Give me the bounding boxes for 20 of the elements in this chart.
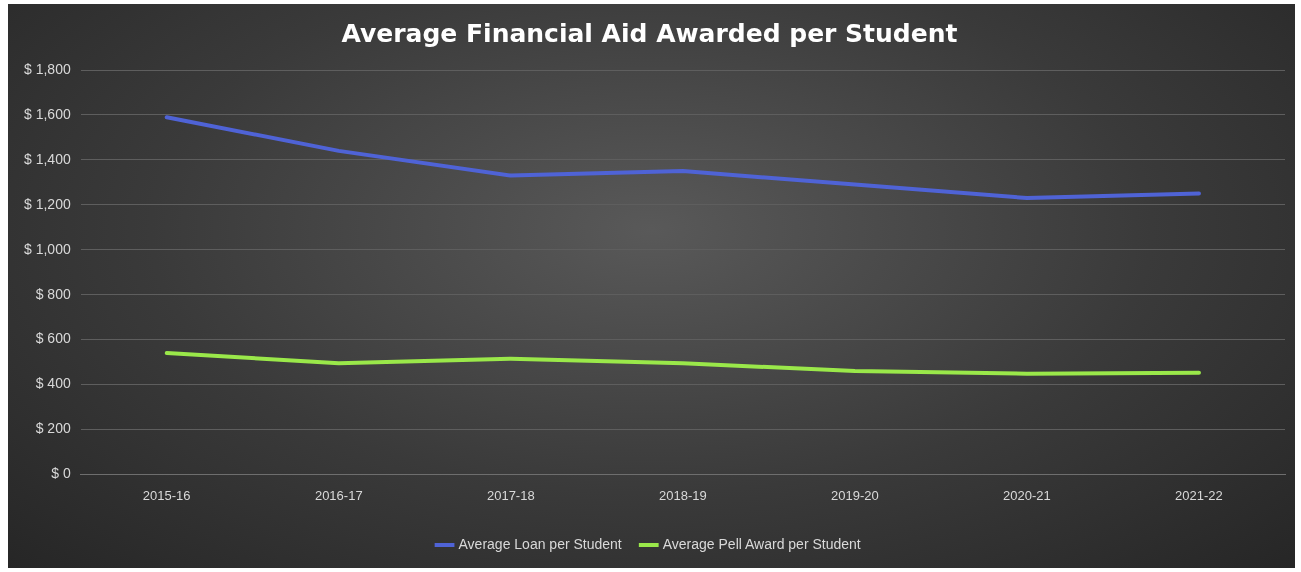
x-tick-label: 2021-22 <box>1175 487 1223 503</box>
y-tick-label: $ 800 <box>35 285 71 302</box>
y-tick-label: $ 1,000 <box>23 240 71 257</box>
legend-label: Average Loan per Student <box>458 535 622 552</box>
y-tick-label: $ 400 <box>35 375 71 392</box>
y-tick-label: $ 0 <box>51 465 71 482</box>
y-tick-label: $ 1,600 <box>23 105 71 122</box>
x-tick-label: 2017-18 <box>486 487 535 503</box>
x-tick-label: 2016-17 <box>314 487 363 503</box>
x-tick-label: 2018-19 <box>659 487 707 503</box>
chart-title: Average Financial Aid Awarded per Student <box>341 18 958 48</box>
y-tick-label: $ 1,200 <box>23 195 71 212</box>
y-tick-label: $ 600 <box>35 330 71 347</box>
x-tick-label: 2019-20 <box>831 487 879 503</box>
x-tick-label: 2020-21 <box>1003 487 1051 503</box>
y-tick-label: $ 1,400 <box>23 150 71 167</box>
y-tick-label: $ 1,800 <box>23 60 71 77</box>
y-tick-label: $ 200 <box>35 420 71 437</box>
x-tick-label: 2015-16 <box>142 487 191 503</box>
legend-label: Average Pell Award per Student <box>662 535 861 552</box>
